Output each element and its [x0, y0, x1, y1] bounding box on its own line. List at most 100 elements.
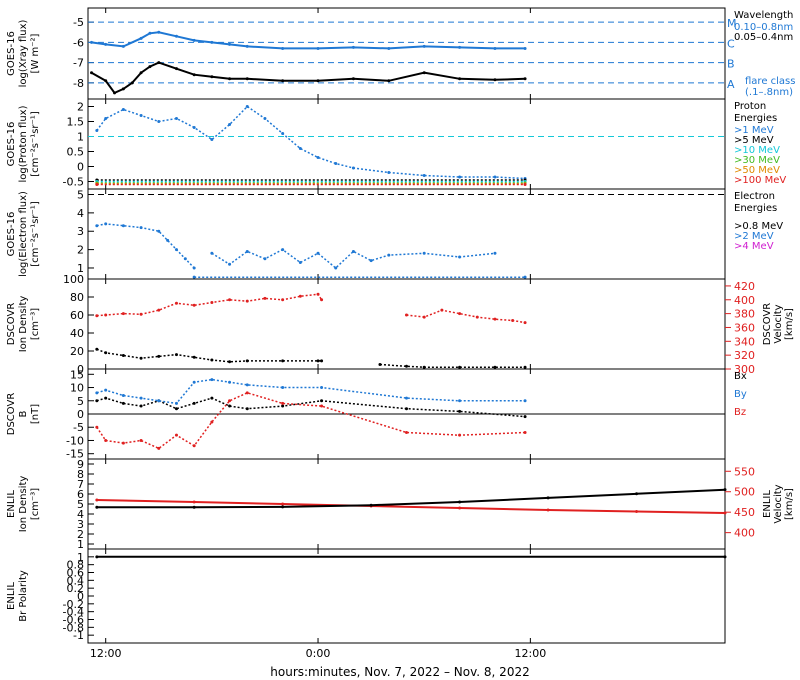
xray-point — [104, 42, 108, 46]
dscovr-plasma-point — [320, 359, 324, 363]
dscovr-field-point — [523, 431, 527, 435]
electrons-point — [157, 229, 161, 233]
electrons-point — [387, 253, 391, 257]
protons-point — [245, 105, 249, 108]
dscovr-field-point — [192, 380, 196, 384]
protons-legend-entry: >5 MeV — [734, 135, 774, 146]
xray-y-label: GOES-16 — [6, 31, 17, 76]
enlil-plasma-y2-tick-label: 400 — [734, 527, 755, 540]
xray-point — [458, 45, 462, 49]
enlil-plasma-point — [192, 500, 196, 504]
dscovr-plasma-point — [475, 315, 479, 319]
enlil-plasma-y-tick-label: 2 — [77, 528, 84, 541]
electrons-point — [458, 255, 462, 259]
enlil-plasma-y-tick-label: 7 — [77, 478, 84, 491]
dscovr-field-point — [458, 409, 462, 413]
xray-point — [228, 42, 232, 46]
electrons-point — [121, 224, 125, 228]
dscovr-field-point — [281, 386, 285, 390]
xray-point — [157, 30, 161, 34]
xray-point — [174, 67, 178, 71]
electrons-series-0 — [96, 223, 195, 269]
enlil-plasma-point — [723, 488, 727, 492]
dscovr-plasma-point — [422, 365, 426, 369]
dscovr-field-series-1 — [96, 378, 526, 405]
dscovr-field-point — [458, 433, 462, 437]
xray-point — [174, 34, 178, 38]
enlil-plasma-y2-tick-label: 500 — [734, 486, 755, 499]
enlil-plasma-y-label: [cm⁻³] — [30, 488, 41, 520]
protons-point — [422, 174, 426, 177]
protons-point — [95, 129, 99, 132]
protons-y-tick-label: 0.5 — [67, 146, 85, 159]
dscovr-plasma-y2-tick-label: 360 — [734, 321, 755, 334]
dscovr-plasma-point — [95, 347, 99, 351]
protons-point — [298, 147, 302, 150]
enlil-plasma-y-label: ENLIL — [6, 490, 17, 518]
enlil-polarity-y-tick-label: -0.2 — [63, 598, 84, 611]
enlil-polarity-y-tick-label: 0.6 — [67, 567, 85, 580]
enlil-polarity-frame — [87, 548, 726, 644]
enlil-plasma-point — [546, 508, 550, 512]
xray-point — [148, 31, 152, 35]
dscovr-field-y-tick-label: -15 — [66, 448, 84, 461]
dscovr-plasma-point — [228, 360, 232, 364]
dscovr-plasma-point — [174, 301, 178, 305]
dscovr-field-point — [139, 438, 143, 442]
enlil-plasma-point — [723, 511, 727, 515]
dscovr-plasma-point — [298, 294, 302, 298]
enlil-plasma-y2-label: [km/s] — [784, 488, 795, 520]
electrons-point — [104, 222, 108, 226]
dscovr-plasma-point — [104, 351, 108, 355]
enlil-polarity-y-tick-label: -0.8 — [63, 621, 84, 634]
dscovr-plasma-point — [263, 296, 267, 300]
dscovr-plasma-point — [320, 298, 324, 302]
protons-legend-entry: >100 MeV — [734, 175, 786, 186]
electrons-point — [298, 260, 302, 264]
protons-point — [139, 114, 143, 117]
protons-point — [192, 126, 196, 129]
protons-y-label: [cm⁻²s⁻¹sr⁻¹] — [30, 111, 41, 177]
dscovr-plasma-y-label: Ion Density — [18, 296, 29, 353]
enlil-plasma-y2-label: ENLIL — [762, 490, 773, 518]
dscovr-plasma-point — [523, 321, 527, 325]
dscovr-plasma-point — [440, 308, 444, 312]
enlil-polarity-y-tick-label: -1 — [73, 629, 84, 642]
flare-level-label: M — [727, 17, 737, 30]
xray-point — [387, 79, 391, 83]
electrons-point — [95, 224, 99, 228]
dscovr-field-point — [121, 393, 125, 397]
enlil-polarity-y-tick-label: 0.2 — [67, 582, 85, 595]
xray-y-tick-label: -7 — [73, 57, 84, 70]
electrons-y-label: log(Electron flux) — [18, 191, 29, 277]
dscovr-field-point — [458, 399, 462, 403]
protons-legend-entry: >10 MeV — [734, 145, 780, 156]
electrons-point — [210, 251, 214, 255]
xray-y-tick-label: -6 — [73, 36, 84, 49]
xray-point — [281, 79, 285, 83]
enlil-plasma-point — [95, 498, 99, 502]
electrons-point — [183, 257, 187, 261]
protons-series-0 — [96, 105, 526, 180]
dscovr-plasma-y2-tick-label: 400 — [734, 294, 755, 307]
dscovr-field-y-tick-label: 5 — [77, 395, 84, 408]
dscovr-plasma-point — [405, 313, 408, 317]
protons-point — [334, 162, 338, 165]
dscovr-field-point — [104, 388, 108, 392]
x-tick-label: 0:00 — [306, 647, 331, 660]
protons-point — [104, 117, 108, 120]
electrons-y-tick-label: 5 — [77, 189, 84, 202]
protons-y-label: log(Proton flux) — [18, 105, 29, 182]
dscovr-field-point — [405, 407, 408, 411]
x-tick-label: 12:00 — [515, 647, 547, 660]
enlil-plasma-point — [458, 506, 462, 510]
dscovr-plasma-series-2 — [96, 293, 323, 317]
dscovr-field-point — [121, 441, 125, 445]
electrons-y-tick-label: 1 — [77, 262, 84, 275]
protons-y-tick-label: 1.5 — [67, 116, 85, 129]
enlil-plasma-point — [192, 505, 196, 509]
dscovr-plasma-y-tick-label: 60 — [70, 309, 84, 322]
dscovr-field-point — [228, 399, 232, 403]
xray-point — [90, 71, 94, 75]
